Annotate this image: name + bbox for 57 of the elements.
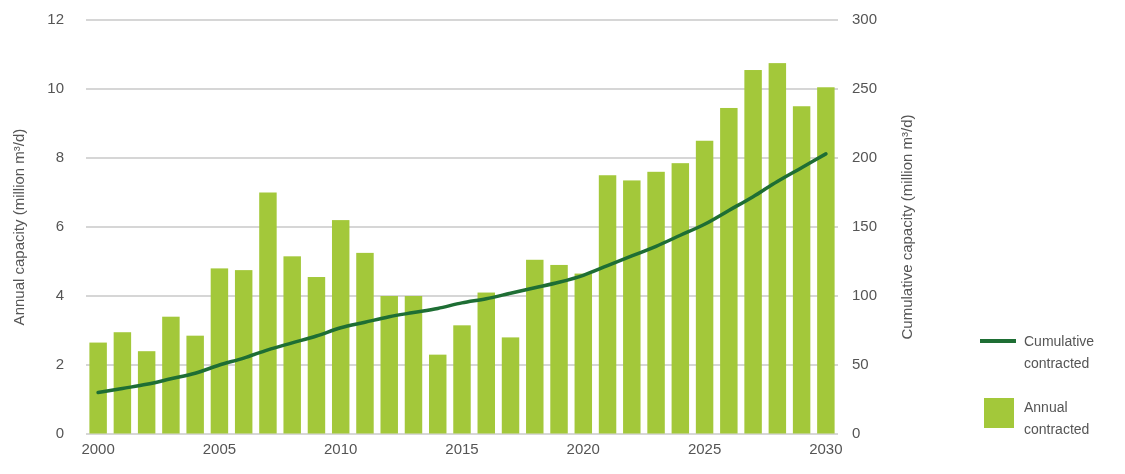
bar (380, 296, 398, 434)
y2-tick-label: 150 (852, 216, 878, 234)
bar (89, 342, 107, 434)
bar (210, 268, 229, 434)
bar (234, 270, 253, 434)
bar (768, 63, 787, 434)
bar (501, 337, 520, 434)
bar (331, 220, 350, 434)
bar (671, 163, 690, 434)
bar (526, 259, 544, 434)
y2-tick-label: 250 (852, 78, 878, 96)
bar (744, 70, 762, 434)
bar (259, 192, 277, 434)
y2-tick-label: 100 (852, 285, 878, 303)
bar (792, 106, 811, 434)
x-tick-label: 2005 (202, 440, 237, 457)
bar (307, 277, 326, 434)
y-tick-label: 0 (55, 423, 64, 441)
x-tick-label: 2010 (324, 440, 358, 457)
y2-tick-label: 300 (852, 9, 878, 27)
line-series (96, 152, 828, 395)
bar (429, 354, 447, 434)
y-tick-label: 4 (55, 285, 64, 303)
y2-tick-label: 0 (852, 423, 861, 441)
bar (113, 332, 132, 434)
bar (574, 273, 593, 434)
bar (550, 264, 568, 434)
y2-tick-label: 50 (852, 354, 869, 372)
y2-tick-label: 200 (852, 147, 878, 165)
bar (162, 316, 180, 434)
y-tick-label: 12 (47, 9, 64, 27)
x-tick-label: 2000 (81, 440, 115, 457)
y-tick-label: 8 (55, 147, 64, 165)
bar (598, 175, 617, 434)
x-tick-label: 2025 (687, 440, 722, 457)
bar (720, 107, 738, 434)
bar (453, 325, 471, 434)
bar (817, 87, 835, 434)
y-tick-label: 10 (47, 78, 64, 96)
bar (186, 335, 204, 434)
legend-label: Annual contracted (1024, 399, 1090, 437)
y-axis-title: Annual capacity (million m³/d) (10, 128, 27, 326)
x-tick-label: 2030 (809, 440, 843, 457)
bar (404, 296, 423, 434)
y-tick-label: 2 (55, 354, 64, 372)
bar (647, 171, 665, 434)
bar (477, 292, 495, 434)
x-tick-label: 2015 (445, 440, 479, 457)
y2-axis-title: Cumulative capacity (million m³/d) (898, 114, 915, 340)
bar (695, 140, 714, 434)
bar (137, 351, 156, 434)
bar (623, 180, 641, 434)
y-tick-label: 6 (55, 216, 64, 234)
x-tick-label: 2020 (566, 440, 600, 457)
legend-label: Cumulative contracted (1024, 333, 1095, 371)
bar (283, 256, 301, 434)
bar (356, 252, 374, 434)
